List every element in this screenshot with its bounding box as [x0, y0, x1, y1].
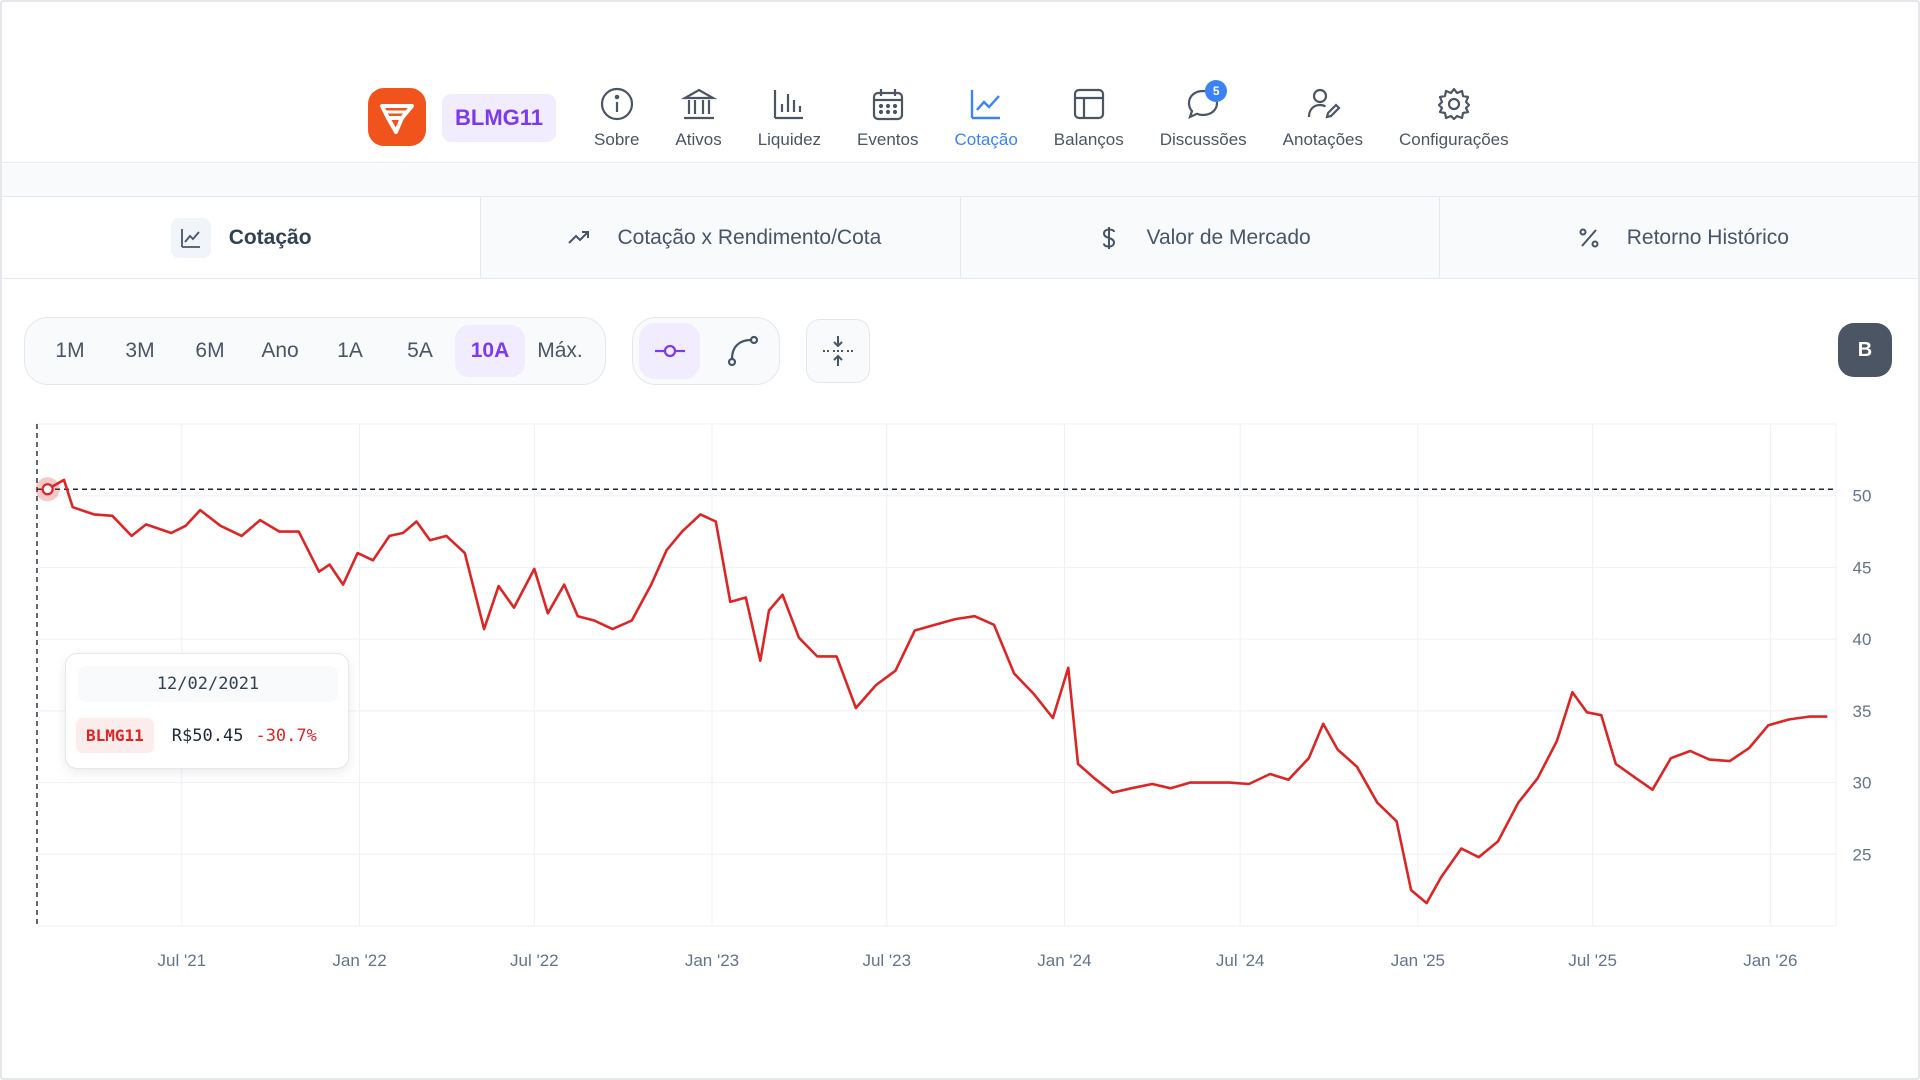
compress-icon [823, 336, 853, 366]
x-tick-label: Jul '21 [158, 951, 207, 970]
tooltip-date: 12/02/2021 [78, 666, 338, 702]
b-button[interactable]: B [1838, 323, 1892, 377]
nav-item-label: Discussões [1159, 130, 1247, 149]
nav-item-label: Sobre [594, 130, 640, 149]
price-line [46, 478, 1828, 905]
tab-cotacao-rendimento[interactable]: Cotação x Rendimento/Cota [480, 197, 960, 278]
x-tick-label: Jan '23 [685, 951, 739, 970]
period-button-3m[interactable]: 3M [125, 339, 155, 362]
tab-label: Cotação [228, 225, 312, 249]
tooltip-price: R$50.45 [171, 725, 244, 746]
tab-valor-mercado[interactable]: Valor de Mercado [959, 197, 1439, 278]
line-chart-icon [170, 217, 211, 258]
calendar-icon [868, 84, 908, 124]
nav-bar: BLMG11 Sobre Ativos Liquidez [368, 80, 1527, 154]
y-tick-label: 35 [1853, 702, 1872, 721]
tab-label: Cotação x Rendimento/Cota [617, 225, 882, 249]
curve-icon [727, 335, 758, 367]
tab-label: Retorno Histórico [1626, 225, 1789, 249]
x-tick-label: Jul '25 [1568, 951, 1617, 970]
line-type-selector [632, 317, 780, 385]
gear-icon [1434, 84, 1474, 124]
y-tick-label: 45 [1853, 558, 1872, 577]
x-tick-label: Jan '24 [1037, 951, 1091, 970]
separator-band [2, 164, 1918, 197]
nav-item-cotacao[interactable]: Cotação [936, 84, 1035, 150]
compress-button[interactable] [806, 319, 870, 383]
y-tick-label: 25 [1853, 845, 1872, 864]
notification-badge: 5 [1205, 80, 1228, 102]
nav-item-discussoes[interactable]: 5 Discussões [1142, 80, 1265, 150]
nav-item-label: Eventos [857, 130, 919, 149]
nav-item-configuracoes[interactable]: Configurações [1381, 84, 1527, 150]
y-tick-label: 30 [1853, 774, 1872, 793]
nav-item-label: Liquidez [757, 130, 822, 149]
nav-item-eventos[interactable]: Eventos [839, 84, 936, 150]
period-selector: 1M 3M 6M Ano 1A 5A 10A Máx. [24, 317, 606, 385]
nav-item-label: Cotação [954, 130, 1018, 149]
nav-item-balancos[interactable]: Balanços [1036, 84, 1142, 150]
hover-marker [41, 483, 54, 496]
tooltip-change: -30.7% [255, 725, 317, 746]
x-tick-label: Jan '22 [332, 951, 386, 970]
period-button-1a[interactable]: 1A [337, 339, 363, 362]
bar-chart-icon [769, 84, 809, 124]
percent-icon [1569, 218, 1609, 258]
linear-line-button[interactable] [639, 323, 700, 379]
y-tick-label: 50 [1853, 487, 1872, 506]
nav-item-label: Configurações [1399, 130, 1509, 149]
period-button-5a[interactable]: 5A [407, 339, 433, 362]
x-tick-label: Jul '23 [862, 951, 911, 970]
period-button-mx[interactable]: Máx. [537, 339, 583, 362]
tooltip-ticker: BLMG11 [76, 718, 154, 753]
line-chart-icon [966, 84, 1006, 124]
period-button-ano[interactable]: Ano [261, 339, 299, 362]
user-edit-icon [1303, 84, 1343, 124]
tooltip-row: BLMG11 R$50.45 -30.7% [76, 718, 317, 753]
bank-icon [679, 84, 719, 124]
nav-item-liquidez[interactable]: Liquidez [740, 84, 839, 150]
chart-tabs: Cotação Cotação x Rendimento/Cota Valor … [2, 197, 1918, 279]
tab-label: Valor de Mercado [1146, 225, 1311, 249]
chart-tooltip: 12/02/2021 BLMG11 R$50.45 -30.7% [65, 653, 349, 769]
nav-item-label: Balanços [1053, 130, 1124, 149]
tab-retorno-historico[interactable]: Retorno Histórico [1438, 197, 1918, 278]
nav-item-ativos[interactable]: Ativos [657, 84, 739, 150]
period-button-10a[interactable]: 10A [455, 325, 525, 377]
nav-item-sobre[interactable]: Sobre [576, 84, 657, 150]
x-tick-label: Jan '25 [1391, 951, 1445, 970]
trending-up-icon [559, 218, 599, 258]
top-navigation: BLMG11 Sobre Ativos Liquidez [0, 0, 1920, 163]
y-tick-label: 40 [1853, 630, 1872, 649]
curved-line-button[interactable] [712, 323, 773, 379]
nav-item-anotacoes[interactable]: Anotações [1265, 84, 1381, 150]
x-tick-label: Jul '22 [510, 951, 559, 970]
ticker-badge[interactable]: BLMG11 [442, 94, 557, 142]
nav-item-label: Ativos [675, 130, 722, 149]
info-icon [597, 84, 637, 124]
period-button-1m[interactable]: 1M [55, 339, 85, 362]
period-button-6m[interactable]: 6M [195, 339, 225, 362]
tab-cotacao[interactable]: Cotação [2, 197, 481, 278]
chat-icon: 5 [1183, 80, 1228, 124]
dollar-icon [1089, 218, 1129, 258]
linear-line-icon [654, 344, 685, 358]
nav-item-label: Anotações [1282, 130, 1363, 149]
logo-icon[interactable] [368, 88, 426, 146]
x-tick-label: Jan '26 [1743, 951, 1797, 970]
nav-items: Sobre Ativos Liquidez Eventos [576, 80, 1527, 150]
layout-icon [1069, 84, 1109, 124]
x-tick-label: Jul '24 [1216, 951, 1265, 970]
